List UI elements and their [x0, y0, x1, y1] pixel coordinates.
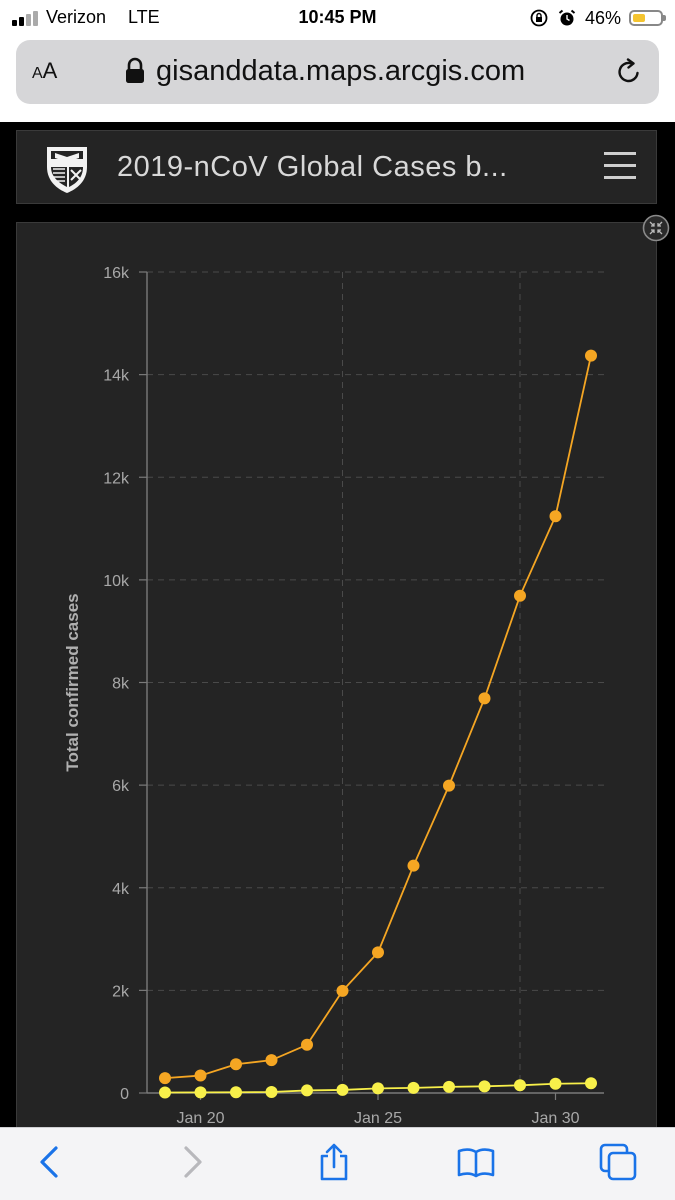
data-point	[301, 1084, 313, 1097]
browser-chrome: AA gisanddata.maps.arcgis.com	[0, 36, 675, 122]
y-tick-label: 8k	[112, 676, 130, 693]
dashboard-title: 2019-nCoV Global Cases b...	[117, 151, 508, 183]
x-tick-label: Jan 25	[354, 1110, 402, 1127]
y-tick-label: 14k	[103, 368, 130, 385]
reload-icon[interactable]	[615, 58, 643, 86]
series-line	[164, 355, 592, 1080]
data-point	[549, 510, 562, 523]
y-tick-label: 16k	[103, 265, 130, 282]
tabs-icon[interactable]	[598, 1142, 638, 1182]
alarm-icon	[558, 9, 576, 26]
data-point	[443, 779, 455, 792]
data-point	[230, 1058, 242, 1071]
orientation-lock-icon	[530, 9, 548, 27]
data-point	[194, 1086, 207, 1099]
data-point	[265, 1054, 278, 1067]
data-point	[514, 1079, 526, 1092]
battery-fill	[633, 14, 645, 22]
jhu-shield-logo	[47, 147, 87, 193]
hamburger-menu-icon[interactable]	[604, 152, 636, 180]
collapse-icon[interactable]	[642, 214, 670, 242]
share-icon[interactable]	[314, 1142, 354, 1182]
y-axis-label: Total confirmed cases	[63, 593, 82, 771]
status-bar: Verizon LTE 10:45 PM 46%	[0, 0, 675, 36]
address-bar[interactable]: AA gisanddata.maps.arcgis.com	[16, 40, 659, 104]
series-1	[159, 1077, 597, 1099]
battery-percent: 46%	[584, 7, 621, 28]
forward-icon	[184, 1146, 202, 1178]
reader-view-button[interactable]: AA	[32, 58, 58, 83]
dashboard-header: 2019-nCoV Global Cases b...	[16, 130, 657, 204]
data-point	[549, 1077, 562, 1090]
data-point	[585, 1077, 597, 1090]
data-point	[336, 1083, 349, 1096]
data-point	[194, 1069, 207, 1082]
data-point	[159, 1072, 171, 1085]
data-point	[478, 692, 491, 705]
data-point	[301, 1038, 313, 1051]
data-point	[159, 1086, 171, 1099]
data-point	[407, 859, 420, 872]
battery-icon	[629, 10, 666, 26]
series-0	[159, 349, 597, 1085]
status-icons: 46%	[529, 5, 666, 31]
data-point	[443, 1080, 455, 1093]
y-tick-label: 2k	[112, 983, 130, 1000]
data-point	[514, 589, 526, 602]
y-tick-label: 4k	[112, 881, 130, 898]
data-point	[265, 1085, 278, 1098]
url-text[interactable]: gisanddata.maps.arcgis.com	[156, 55, 526, 87]
x-tick-label: Jan 20	[176, 1110, 224, 1127]
status-time: 10:45 PM	[298, 7, 377, 27]
network-type: LTE	[128, 7, 160, 27]
data-point	[336, 984, 349, 997]
browser-toolbar	[0, 1127, 675, 1200]
carrier-name: Verizon	[46, 7, 107, 27]
data-point	[230, 1086, 242, 1099]
y-tick-label: 0	[120, 1086, 129, 1103]
x-tick-label: Jan 30	[531, 1110, 579, 1127]
data-point	[372, 1082, 384, 1095]
data-point	[372, 946, 384, 959]
data-point	[478, 1080, 491, 1093]
data-point	[585, 349, 597, 362]
y-tick-label: 10k	[103, 573, 130, 590]
back-icon[interactable]	[30, 1142, 70, 1182]
signal-icon	[12, 10, 42, 26]
y-tick-label: 6k	[112, 778, 130, 795]
data-point	[407, 1081, 420, 1094]
lock-icon	[126, 57, 144, 83]
bookmarks-icon[interactable]	[456, 1142, 496, 1182]
y-tick-label: 12k	[103, 470, 130, 487]
